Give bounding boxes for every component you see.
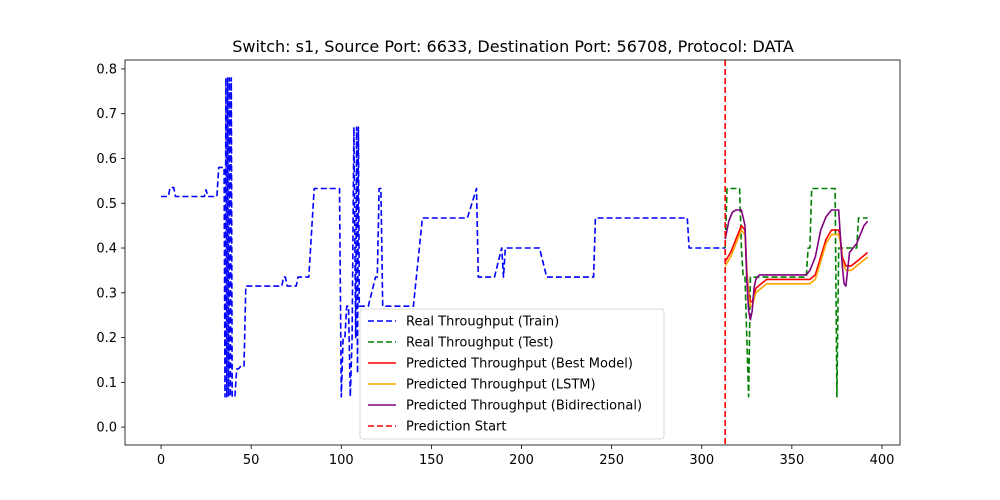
legend-label-real-throughput-train: Real Throughput (Train): [406, 315, 559, 330]
y-tick-label: 0.0: [96, 421, 117, 436]
legend: Real Throughput (Train) Real Throughput (…: [359, 308, 665, 440]
legend-label-predicted-throughput-lstm: Predicted Throughput (LSTM): [406, 378, 596, 393]
x-tick-label: 250: [599, 453, 624, 468]
legend-box: [359, 308, 665, 440]
y-tick-label: 0.2: [96, 331, 117, 346]
x-tick-label: 100: [329, 453, 354, 468]
series-line-real-throughput-train: [161, 77, 726, 398]
x-tick-label: 300: [689, 453, 714, 468]
y-tick-label: 0.7: [96, 107, 117, 122]
x-tick-label: 150: [419, 453, 444, 468]
y-tick-label: 0.1: [96, 376, 117, 391]
y-tick-label: 0.3: [96, 286, 117, 301]
x-tick-label: 350: [779, 453, 804, 468]
series-line-predicted-throughput-bidirectional: [724, 209, 869, 321]
legend-label-predicted-throughput-best-model: Predicted Throughput (Best Model): [406, 357, 633, 372]
x-tick-label: 50: [243, 453, 260, 468]
x-axis: 0 50 100 150 200 250 300 350 400: [157, 445, 894, 468]
x-tick-label: 0: [157, 453, 165, 468]
legend-label-predicted-throughput-bidirectional: Predicted Throughput (Bidirectional): [406, 399, 642, 414]
y-tick-label: 0.4: [96, 242, 117, 257]
y-tick-label: 0.8: [96, 62, 117, 77]
y-tick-label: 0.5: [96, 197, 117, 212]
legend-label-prediction-start: Prediction Start: [406, 420, 506, 435]
y-tick-label: 0.6: [96, 152, 117, 167]
legend-label-real-throughput-test: Real Throughput (Test): [406, 336, 554, 351]
chart-title: Switch: s1, Source Port: 6633, Destinati…: [232, 37, 794, 56]
plot-area: [124, 59, 901, 446]
plot-frame: [124, 59, 901, 446]
x-tick-label: 400: [870, 453, 895, 468]
series-line-real-throughput-test: [724, 187, 868, 398]
y-axis: 0.0 0.1 0.2 0.3 0.4 0.5 0.6 0.7 0.8: [96, 62, 125, 436]
x-tick-label: 200: [509, 453, 534, 468]
